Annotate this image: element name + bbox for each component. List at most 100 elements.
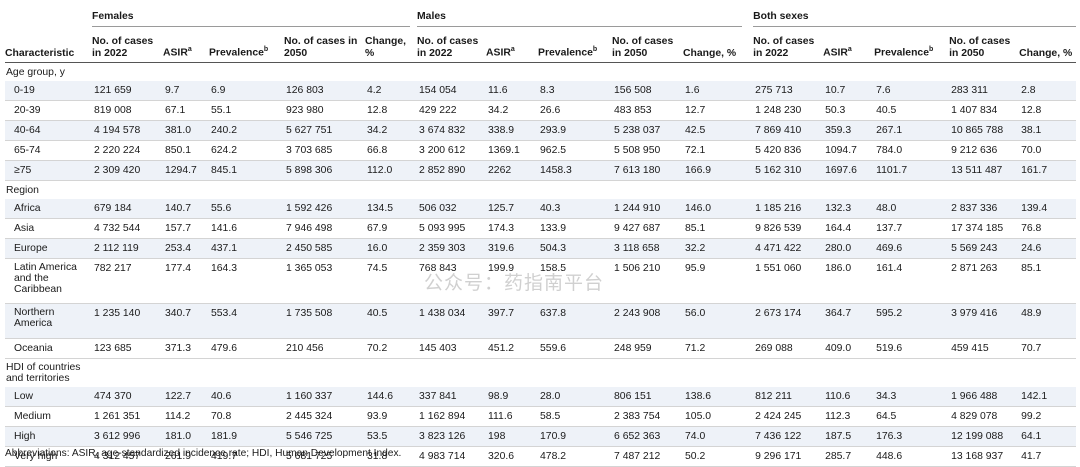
row-label: Low [5,387,92,407]
table-cell: 58.5 [538,406,613,427]
cell-gap [410,387,418,407]
row-label: Asia [5,218,92,239]
table-cell: 483 853 [612,100,684,121]
table-cell: 99.2 [1019,406,1077,427]
row-label: ≥75 [5,160,92,181]
table-cell: 125.7 [486,199,539,219]
col-change: Change, % [365,26,411,63]
table-cell: 34.2 [486,100,539,121]
table-cell: 3 118 658 [612,238,684,259]
table-cell: 72.1 [683,140,743,161]
table-cell: 381.0 [163,120,209,141]
cell-gap [410,218,418,239]
col-asir: ASIRa [486,26,539,63]
cell-gap [410,406,418,427]
table-cell: 1 735 508 [284,303,365,339]
table-cell: 280.0 [823,238,875,259]
table-cell: 1 160 337 [284,387,365,407]
section-title: Age group, y [6,66,65,78]
table-cell: 1 162 894 [417,406,487,427]
table-cell: 5 508 950 [612,140,684,161]
table-cell: 10 865 788 [949,120,1020,141]
table-cell: 10.7 [823,81,875,101]
table-cell: 768 843 [417,258,487,304]
table-cell: 3 979 416 [949,303,1020,339]
table-cell: 3 703 685 [284,140,365,161]
col-asir: ASIRa [823,26,875,63]
cell-gap [410,446,418,467]
col-change: Change, % [1019,26,1077,63]
table-cell: 9 296 171 [753,446,824,467]
table-cell: 624.2 [209,140,284,161]
table-cell: 17 374 185 [949,218,1020,239]
table-cell: 595.2 [874,303,950,339]
col-prevalence-footnote-mark: b [928,46,934,54]
table-cell: 48.0 [874,199,950,219]
table-cell: 3 612 996 [92,426,163,447]
table-cell: 2 871 263 [949,258,1020,304]
table-cell: 504.3 [538,238,613,259]
table-cell: 459 415 [949,338,1020,359]
table-cell: 2 445 324 [284,406,365,427]
cell-gap [742,446,754,467]
row-label: Oceania [5,338,92,359]
table-cell: 34.3 [874,387,950,407]
table-cell: 64.1 [1019,426,1077,447]
table-cell: 2 359 303 [417,238,487,259]
table-row: High 3 612 996 181.0 181.9 5 546 725 53.5 3 82… [5,426,1077,447]
table-cell: 56.0 [683,303,743,339]
row-label: Very high [5,446,92,467]
table-cell: 474 370 [92,387,163,407]
table-cell: 85.1 [1019,258,1077,304]
table-cell: 26.6 [538,100,613,121]
column-header-row: Characteristic No. of cases in 2022 ASIRa P… [5,26,1077,63]
table-cell: 198 [486,426,539,447]
table-cell: 409.0 [823,338,875,359]
table-row: Low 474 370 122.7 40.6 1 160 337 144.6 337 841… [5,387,1077,407]
table-cell: 519.6 [874,338,950,359]
table-row: 20-39 819 008 67.1 55.1 923 980 12.8 429 222 34… [5,100,1077,121]
table-cell: 112.0 [365,160,411,181]
table-cell: 112.3 [823,406,875,427]
table-row: Europe 2 112 119 253.4 437.1 2 450 585 16.0 2 … [5,238,1077,259]
col-change: Change, % [683,26,743,63]
table-row: Medium 1 261 351 114.2 70.8 2 445 324 93.9 1 1… [5,406,1077,427]
table-row: 40-64 4 194 578 381.0 240.2 5 627 751 34.2 3 6… [5,120,1077,141]
col-prevalence-text: Prevalence [874,47,929,59]
table-cell: 70.7 [1019,338,1077,359]
table-cell: 679 184 [92,199,163,219]
table-cell: 1.6 [683,81,743,101]
row-label: Europe [5,238,92,259]
table-row: ≥75 2 309 420 1294.7 845.1 5 898 306 112.0 2 8… [5,160,1077,181]
table-cell: 2 112 119 [92,238,163,259]
table-cell: 429 222 [417,100,487,121]
table-cell: 269 088 [753,338,824,359]
table-cell: 137.7 [874,218,950,239]
table-cell: 5 162 310 [753,160,824,181]
table-cell: 1 244 910 [612,199,684,219]
section-title: HDI of countries and territories [6,362,81,384]
group-spacer [5,6,92,27]
row-label: High [5,426,92,447]
table-cell: 121 659 [92,81,163,101]
cell-gap [742,426,754,447]
table-cell: 9 826 539 [753,218,824,239]
col-cases-2050: No. of cases in 2050 [949,26,1020,63]
table-cell: 419.7 [209,446,284,467]
table-cell: 122.7 [163,387,209,407]
table-cell: 479.6 [209,338,284,359]
table-cell: 1294.7 [163,160,209,181]
table-cell: 170.9 [538,426,613,447]
table-cell: 2 220 224 [92,140,163,161]
table-cell: 784.0 [874,140,950,161]
table-cell: 1 261 351 [92,406,163,427]
col-prevalence: Prevalenceb [209,26,284,63]
cell-gap [742,338,754,359]
table-cell: 293.9 [538,120,613,141]
table-cell: 275 713 [753,81,824,101]
table-cell: 371.3 [163,338,209,359]
table-cell: 1 966 488 [949,387,1020,407]
table-cell: 7 436 122 [753,426,824,447]
table-cell: 6.9 [209,81,284,101]
table-cell: 177.4 [163,258,209,304]
